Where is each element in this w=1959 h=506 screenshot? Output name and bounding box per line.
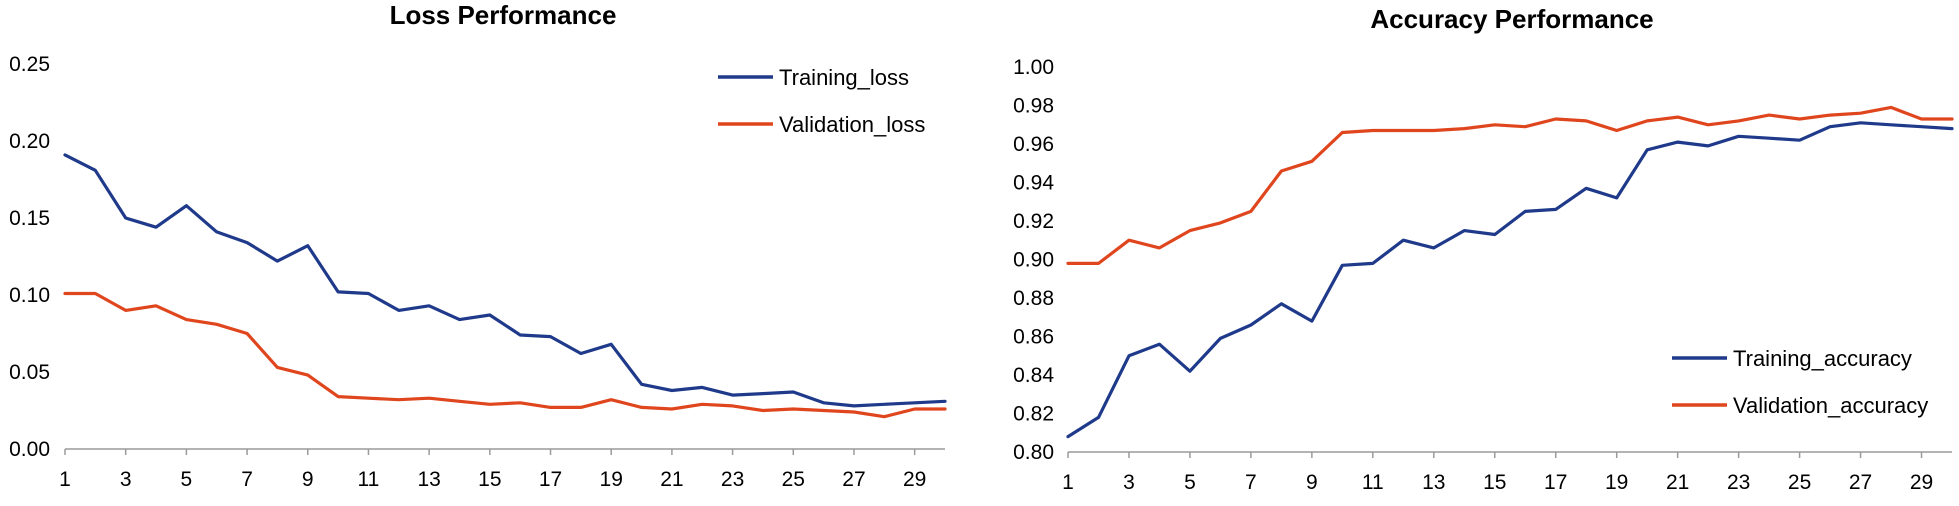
accuracy-y-tick-label: 0.80: [1013, 441, 1054, 464]
accuracy-chart: Accuracy Performance 0.800.820.840.860.8…: [1013, 4, 1954, 494]
accuracy-x-tick-label: 1: [1062, 471, 1074, 494]
accuracy-y-tick-label: 0.98: [1013, 95, 1054, 118]
accuracy-y-tick-label: 0.84: [1013, 364, 1054, 387]
loss-legend: Training_loss Validation_loss: [718, 65, 925, 137]
accuracy-x-tick-label: 13: [1422, 471, 1445, 494]
loss-x-tick-label: 9: [302, 468, 314, 491]
loss-x-tick-label: 11: [358, 468, 380, 491]
accuracy-x-tick-label: 19: [1605, 471, 1628, 494]
accuracy-x-tick-label: 7: [1245, 471, 1257, 494]
loss-x-tick-label: 27: [842, 468, 865, 491]
accuracy-series-line-1: [1066, 121, 1954, 439]
accuracy-x-tick-label: 5: [1184, 471, 1196, 494]
loss-y-tick-label: 0.05: [9, 361, 50, 384]
loss-x-tick-label: 29: [903, 468, 926, 491]
loss-x-tick-label: 1: [59, 468, 71, 491]
accuracy-series-line-2: [1066, 105, 1954, 265]
accuracy-y-tick-label: 0.94: [1013, 172, 1054, 195]
loss-legend-label: Training_loss: [779, 65, 909, 90]
accuracy-y-tick-label: 0.90: [1013, 249, 1054, 272]
loss-y-tick-label: 0.00: [9, 438, 50, 461]
loss-y-tick-label: 0.20: [9, 130, 50, 153]
loss-x-tick-label: 15: [478, 468, 501, 491]
accuracy-x-tick-label: 17: [1544, 471, 1567, 494]
loss-series-line-1: [63, 153, 947, 408]
accuracy-x-tick-label: 29: [1910, 471, 1933, 494]
loss-x-tick-label: 21: [660, 468, 683, 491]
accuracy-legend-label: Validation_accuracy: [1733, 393, 1928, 418]
loss-series: [63, 153, 947, 419]
accuracy-x-tick-label: 23: [1727, 471, 1750, 494]
accuracy-legend: Training_accuracy Validation_accuracy: [1672, 346, 1928, 418]
accuracy-x-tick-label: 15: [1483, 471, 1506, 494]
loss-x-tick-label: 25: [782, 468, 805, 491]
loss-x-tick-label: 19: [600, 468, 623, 491]
loss-chart: Loss Performance 0.00 0.05 0.10 0.15 0.20 0.2…: [9, 0, 947, 491]
accuracy-x-ticks: 1 3 5 7 9 11 13 15 17 19 21 23 25 27 29: [1062, 452, 1933, 494]
accuracy-y-tick-label: 0.92: [1013, 210, 1054, 233]
accuracy-x-tick-label: 3: [1123, 471, 1135, 494]
accuracy-y-tick-label: 0.86: [1013, 326, 1054, 349]
loss-y-tick-label: 0.10: [9, 284, 50, 307]
loss-x-tick-label: 3: [120, 468, 132, 491]
loss-x-tick-label: 5: [181, 468, 193, 491]
loss-legend-label: Validation_loss: [779, 112, 925, 137]
accuracy-x-tick-label: 9: [1306, 471, 1318, 494]
accuracy-y-tick-label: 0.88: [1013, 287, 1054, 310]
loss-y-tick-label: 0.25: [9, 53, 50, 76]
accuracy-legend-label: Training_accuracy: [1733, 346, 1912, 371]
accuracy-x-tick-label: 27: [1849, 471, 1872, 494]
loss-x-tick-label: 13: [417, 468, 440, 491]
accuracy-y-tick-label: 0.96: [1013, 133, 1054, 156]
accuracy-y-tick-label: 1.00: [1013, 56, 1054, 79]
accuracy-y-ticks: 0.80 0.82 0.84 0.86 0.88 0.90 0.92 0.94 0.96 0.98…: [1013, 56, 1054, 464]
loss-x-tick-label: 7: [241, 468, 253, 491]
loss-x-tick-label: 17: [539, 468, 562, 491]
loss-series-line-2: [63, 291, 947, 419]
accuracy-y-tick-label: 0.82: [1013, 403, 1054, 426]
loss-y-ticks: 0.00 0.05 0.10 0.15 0.20 0.25: [9, 53, 50, 461]
loss-x-tick-label: 23: [721, 468, 744, 491]
accuracy-x-tick-label: 11: [1362, 471, 1384, 494]
accuracy-chart-title: Accuracy Performance: [1370, 4, 1653, 34]
loss-x-ticks: 1 3 5 7 9 11 13 15 17 19 21 23 25 27 29: [59, 449, 926, 491]
accuracy-x-tick-label: 21: [1666, 471, 1689, 494]
accuracy-x-tick-label: 25: [1788, 471, 1811, 494]
loss-chart-title: Loss Performance: [390, 0, 617, 30]
loss-y-tick-label: 0.15: [9, 207, 50, 230]
accuracy-series: [1066, 105, 1954, 439]
